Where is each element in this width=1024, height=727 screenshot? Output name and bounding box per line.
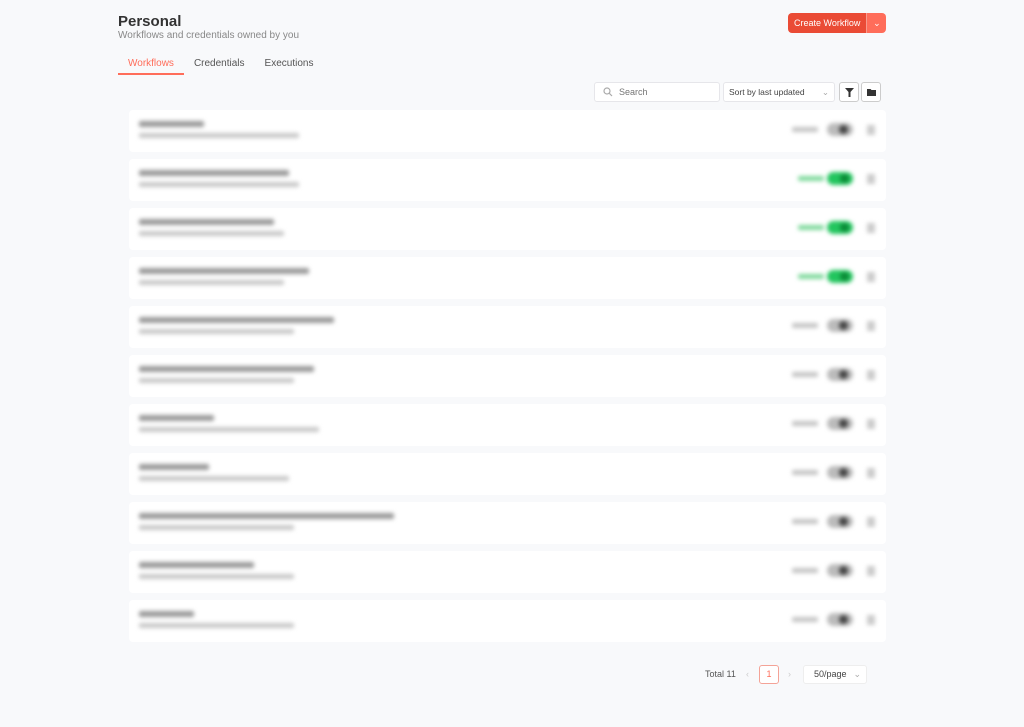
workflow-name xyxy=(139,121,204,127)
workflow-card[interactable] xyxy=(129,257,886,299)
pagination-total: Total 11 xyxy=(705,669,736,679)
workflow-meta xyxy=(139,231,284,236)
workflow-card[interactable] xyxy=(129,159,886,201)
filter-icon xyxy=(844,87,854,97)
page-size-label: 50/page xyxy=(814,669,847,679)
workflow-meta xyxy=(139,427,319,432)
workflow-name xyxy=(139,317,334,323)
active-toggle[interactable] xyxy=(827,613,853,626)
more-menu-icon[interactable] xyxy=(867,566,875,576)
workflow-name xyxy=(139,219,274,225)
workflow-meta xyxy=(139,329,294,334)
workflow-status xyxy=(792,421,818,426)
more-menu-icon[interactable] xyxy=(867,468,875,478)
workflow-card[interactable] xyxy=(129,600,886,642)
workflow-status xyxy=(792,127,818,132)
active-toggle[interactable] xyxy=(827,123,853,136)
workflow-card[interactable] xyxy=(129,355,886,397)
search-icon xyxy=(603,87,613,97)
more-menu-icon[interactable] xyxy=(867,321,875,331)
active-toggle[interactable] xyxy=(827,417,853,430)
workflow-status xyxy=(798,176,824,181)
active-toggle[interactable] xyxy=(827,270,853,283)
page-subtitle: Workflows and credentials owned by you xyxy=(118,30,300,41)
workflow-status xyxy=(792,617,818,622)
workflow-status xyxy=(792,568,818,573)
workflow-status xyxy=(798,225,824,230)
workflow-card[interactable] xyxy=(129,502,886,544)
workflow-name xyxy=(139,366,314,372)
next-page-icon[interactable]: › xyxy=(788,669,791,679)
workflow-status xyxy=(792,372,818,377)
more-menu-icon[interactable] xyxy=(867,517,875,527)
more-menu-icon[interactable] xyxy=(867,174,875,184)
workflow-meta xyxy=(139,574,294,579)
tab-credentials[interactable]: Credentials xyxy=(193,58,245,69)
workflow-status xyxy=(792,519,818,524)
more-menu-icon[interactable] xyxy=(867,615,875,625)
workflow-name xyxy=(139,464,209,470)
tabs: Workflows Credentials Executions xyxy=(118,57,323,75)
more-menu-icon[interactable] xyxy=(867,223,875,233)
page-1-button[interactable]: 1 xyxy=(759,665,779,684)
search-field[interactable] xyxy=(594,82,720,102)
create-workflow-split-button: Create Workflow ⌄ xyxy=(788,13,887,33)
workflow-status xyxy=(798,274,824,279)
workflow-card[interactable] xyxy=(129,110,886,152)
active-toggle[interactable] xyxy=(827,564,853,577)
active-toggle[interactable] xyxy=(827,319,853,332)
workflow-name xyxy=(139,513,394,519)
chevron-down-icon: ⌄ xyxy=(821,87,829,97)
active-toggle[interactable] xyxy=(827,368,853,381)
search-input[interactable] xyxy=(619,87,709,97)
tab-executions[interactable]: Executions xyxy=(264,58,314,69)
filter-button[interactable] xyxy=(839,82,859,102)
workflow-status xyxy=(792,470,818,475)
workflow-card[interactable] xyxy=(129,306,886,348)
workflow-meta xyxy=(139,378,294,383)
workflow-card[interactable] xyxy=(129,404,886,446)
more-menu-icon[interactable] xyxy=(867,419,875,429)
workflow-meta xyxy=(139,133,299,138)
workflow-name xyxy=(139,562,254,568)
workflow-meta xyxy=(139,525,294,530)
workflow-status xyxy=(792,323,818,328)
workflow-meta xyxy=(139,623,294,628)
prev-page-icon[interactable]: ‹ xyxy=(746,669,749,679)
more-menu-icon[interactable] xyxy=(867,272,875,282)
workflow-meta xyxy=(139,182,299,187)
sort-select[interactable]: Sort by last updated ⌄ xyxy=(723,82,835,102)
page-title: Personal xyxy=(118,13,182,30)
workflow-card[interactable] xyxy=(129,453,886,495)
active-toggle[interactable] xyxy=(827,466,853,479)
active-toggle[interactable] xyxy=(827,221,853,234)
workflow-name xyxy=(139,268,309,274)
page-size-select[interactable]: 50/page ⌄ xyxy=(803,665,867,684)
folder-icon xyxy=(866,89,876,96)
sort-label: Sort by last updated xyxy=(729,87,805,97)
more-menu-icon[interactable] xyxy=(867,370,875,380)
workflow-card[interactable] xyxy=(129,208,886,250)
create-dropdown-chevron-icon[interactable]: ⌄ xyxy=(866,13,887,33)
tab-workflows[interactable]: Workflows xyxy=(118,57,184,75)
workflow-meta xyxy=(139,280,284,285)
folder-button[interactable] xyxy=(861,82,881,102)
workflow-meta xyxy=(139,476,289,481)
more-menu-icon[interactable] xyxy=(867,125,875,135)
workflow-name xyxy=(139,611,194,617)
active-toggle[interactable] xyxy=(827,515,853,528)
workflow-card[interactable] xyxy=(129,551,886,593)
active-toggle[interactable] xyxy=(827,172,853,185)
workflow-name xyxy=(139,170,289,176)
workflow-name xyxy=(139,415,214,421)
create-workflow-button[interactable]: Create Workflow xyxy=(788,13,867,33)
chevron-down-icon: ⌄ xyxy=(853,669,861,679)
